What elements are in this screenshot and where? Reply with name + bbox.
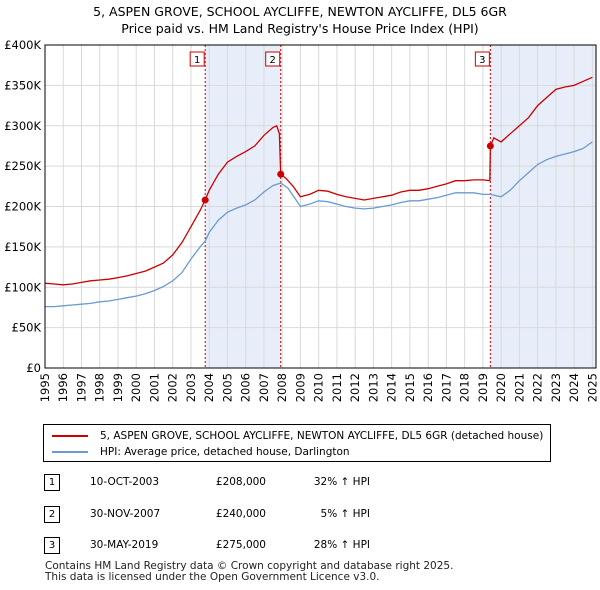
sale-number-badge: 2: [44, 506, 60, 523]
x-tick-label: 2021: [512, 373, 526, 402]
sale-date: 30-MAY-2019: [90, 539, 159, 551]
x-tick-label: 2012: [348, 373, 362, 402]
legend-label-property: 5, ASPEN GROVE, SCHOOL AYCLIFFE, NEWTON …: [100, 430, 544, 442]
legend-item-property: 5, ASPEN GROVE, SCHOOL AYCLIFFE, NEWTON …: [52, 428, 543, 444]
y-tick-label: £250K: [4, 159, 41, 173]
x-tick-label: 2010: [312, 373, 326, 402]
sale-hpi-delta: 32% ↑ HPI: [313, 476, 370, 488]
x-tick-label: 2013: [366, 373, 380, 402]
sale-marker-box: [474, 51, 490, 67]
footer: Contains HM Land Registry data © Crown c…: [45, 561, 453, 583]
x-tick-label: 1998: [93, 373, 107, 402]
x-tick-label: 2005: [220, 373, 234, 402]
x-tick-label: 2020: [494, 373, 508, 402]
legend: 5, ASPEN GROVE, SCHOOL AYCLIFFE, NEWTON …: [43, 424, 551, 462]
sale-row: 3 30-MAY-2019 £275,000 28% ↑ HPI: [0, 537, 600, 557]
footer-licence: This data is licensed under the Open Gov…: [45, 571, 380, 583]
sale-date: 10-OCT-2003: [90, 476, 159, 488]
x-tick-label: 2004: [202, 373, 216, 402]
legend-swatch-hpi: [52, 451, 88, 453]
sale-marker-box: [189, 51, 205, 67]
sale-marker-label: 3: [479, 55, 485, 66]
chart-subtitle: Price paid vs. HM Land Registry's House …: [121, 21, 479, 36]
x-tick-label: 2017: [439, 373, 453, 402]
x-tick-label: 1996: [56, 373, 70, 402]
sale-point: [277, 170, 285, 178]
price-chart: £0 £50K £100K £150K £200K £250K £300K £350K £400…: [4, 38, 599, 402]
x-tick-label: 2023: [549, 373, 563, 402]
sale-price: £208,000: [215, 476, 266, 488]
x-tick-label: 2011: [330, 373, 344, 402]
y-tick-label: £300K: [4, 119, 41, 133]
legend-label-hpi: HPI: Average price, detached house, Darl…: [100, 446, 350, 458]
x-tick-label: 1995: [38, 373, 52, 402]
x-tick-label: 2002: [166, 373, 180, 402]
hpi-series-line: [45, 141, 593, 308]
x-tick-label: 2000: [129, 373, 143, 402]
x-tick-label: 2016: [421, 373, 435, 402]
y-tick-label: £200K: [4, 200, 41, 214]
x-tick-label: 2014: [385, 373, 399, 402]
x-tick-label: 2003: [184, 373, 198, 402]
x-tick-label: 2022: [531, 373, 545, 402]
y-tick-label: £350K: [4, 78, 41, 92]
legend-item-hpi: HPI: Average price, detached house, Darl…: [52, 444, 350, 460]
y-tick-label: £100K: [4, 280, 41, 294]
x-tick-label: 2001: [147, 373, 161, 402]
sale-date: 30-NOV-2007: [90, 508, 161, 520]
sale-point: [486, 142, 494, 150]
sale-price: £240,000: [215, 508, 266, 520]
x-tick-label: 2007: [257, 373, 271, 402]
property-series-line: [44, 76, 593, 286]
x-tick-label: 2024: [567, 373, 581, 402]
plot-border: [44, 44, 597, 369]
sale-marker-label: 2: [270, 55, 276, 66]
x-tick-label: 2015: [403, 373, 417, 402]
sale-number-badge: 3: [44, 537, 60, 554]
x-tick-label: 2006: [239, 373, 253, 402]
x-tick-label: 2008: [275, 373, 289, 402]
y-tick-label: £400K: [4, 38, 41, 52]
x-tick-label: 2019: [476, 373, 490, 402]
sale-row: 2 30-NOV-2007 £240,000 5% ↑ HPI: [0, 506, 600, 526]
x-tick-label: 1999: [111, 373, 125, 402]
x-tick-label: 1997: [74, 373, 88, 402]
x-tick-label: 2018: [458, 373, 472, 402]
sale-row: 1 10-OCT-2003 £208,000 32% ↑ HPI: [0, 474, 600, 494]
sale-marker-box: [265, 51, 281, 67]
footer-copyright: Contains HM Land Registry data © Crown c…: [45, 560, 454, 572]
sale-point: [201, 196, 209, 204]
sale-hpi-delta: 5% ↑ HPI: [320, 508, 370, 520]
legend-swatch-property: [52, 435, 88, 437]
sale-price: £275,000: [215, 539, 266, 551]
x-tick-label: 2025: [585, 373, 599, 402]
y-tick-label: £0: [26, 361, 41, 375]
x-tick-label: 2009: [293, 373, 307, 402]
sale-number-badge: 1: [44, 474, 60, 491]
chart-title: 5, ASPEN GROVE, SCHOOL AYCLIFFE, NEWTON …: [93, 4, 507, 19]
y-tick-label: £50K: [12, 321, 42, 335]
sale-marker-label: 1: [194, 55, 200, 66]
y-tick-label: £150K: [4, 240, 41, 254]
sale-hpi-delta: 28% ↑ HPI: [313, 539, 370, 551]
